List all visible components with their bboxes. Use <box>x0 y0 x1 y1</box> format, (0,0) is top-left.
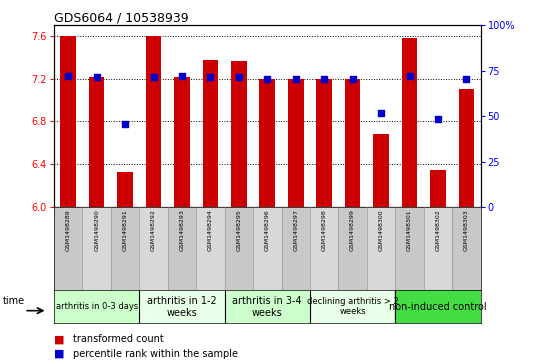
Text: GDS6064 / 10538939: GDS6064 / 10538939 <box>54 11 188 24</box>
Bar <box>111 207 139 290</box>
Text: percentile rank within the sample: percentile rank within the sample <box>73 349 238 359</box>
Bar <box>196 207 225 290</box>
Point <box>405 73 414 78</box>
Bar <box>367 207 395 290</box>
Text: arthritis in 3-4
weeks: arthritis in 3-4 weeks <box>233 296 302 318</box>
Bar <box>458 89 474 207</box>
Point <box>121 121 130 127</box>
Point <box>64 73 72 78</box>
Bar <box>174 77 190 207</box>
Point <box>206 74 215 79</box>
Bar <box>424 207 452 290</box>
Bar <box>146 36 161 207</box>
Text: GSM1498300: GSM1498300 <box>379 209 383 251</box>
Bar <box>139 290 225 323</box>
Bar <box>168 207 196 290</box>
Point <box>234 74 243 79</box>
Text: time: time <box>3 296 25 306</box>
Text: GSM1498291: GSM1498291 <box>123 209 127 251</box>
Text: arthritis in 1-2
weeks: arthritis in 1-2 weeks <box>147 296 217 318</box>
Bar <box>253 207 281 290</box>
Text: declining arthritis > 2
weeks: declining arthritis > 2 weeks <box>307 297 399 317</box>
Text: GSM1498297: GSM1498297 <box>293 209 298 251</box>
Point <box>92 74 101 79</box>
Text: GSM1498294: GSM1498294 <box>208 209 213 251</box>
Point <box>348 76 357 82</box>
Point <box>149 74 158 79</box>
Text: non-induced control: non-induced control <box>389 302 487 312</box>
Text: ■: ■ <box>54 334 64 344</box>
Bar <box>281 207 310 290</box>
Point <box>292 76 300 82</box>
Bar <box>231 61 247 207</box>
Bar <box>83 207 111 290</box>
Bar <box>54 290 139 323</box>
Text: GSM1498299: GSM1498299 <box>350 209 355 251</box>
Bar <box>89 77 104 207</box>
Text: ■: ■ <box>54 349 64 359</box>
Bar <box>339 207 367 290</box>
Point <box>434 117 442 122</box>
Bar <box>260 79 275 207</box>
Bar <box>225 290 310 323</box>
Text: GSM1498292: GSM1498292 <box>151 209 156 251</box>
Bar <box>316 79 332 207</box>
Bar <box>60 36 76 207</box>
Bar <box>310 290 395 323</box>
Text: GSM1498289: GSM1498289 <box>66 209 71 251</box>
Bar <box>395 290 481 323</box>
Bar <box>395 207 424 290</box>
Bar <box>117 172 133 207</box>
Bar <box>139 207 168 290</box>
Point <box>178 73 186 78</box>
Text: GSM1498293: GSM1498293 <box>179 209 185 251</box>
Bar <box>373 134 389 207</box>
Point <box>320 76 328 82</box>
Bar <box>225 207 253 290</box>
Text: GSM1498295: GSM1498295 <box>237 209 241 251</box>
Bar <box>288 79 303 207</box>
Point <box>377 110 386 116</box>
Text: GSM1498302: GSM1498302 <box>435 209 441 251</box>
Text: GSM1498290: GSM1498290 <box>94 209 99 251</box>
Text: transformed count: transformed count <box>73 334 164 344</box>
Bar <box>310 207 339 290</box>
Bar <box>54 207 83 290</box>
Bar <box>452 207 481 290</box>
Bar <box>202 60 218 207</box>
Text: GSM1498303: GSM1498303 <box>464 209 469 251</box>
Text: GSM1498296: GSM1498296 <box>265 209 270 251</box>
Text: arthritis in 0-3 days: arthritis in 0-3 days <box>56 302 138 311</box>
Text: GSM1498298: GSM1498298 <box>322 209 327 251</box>
Bar <box>402 38 417 207</box>
Point <box>462 76 471 82</box>
Bar <box>430 170 445 207</box>
Text: GSM1498301: GSM1498301 <box>407 209 412 251</box>
Point <box>263 76 272 82</box>
Bar <box>345 79 360 207</box>
